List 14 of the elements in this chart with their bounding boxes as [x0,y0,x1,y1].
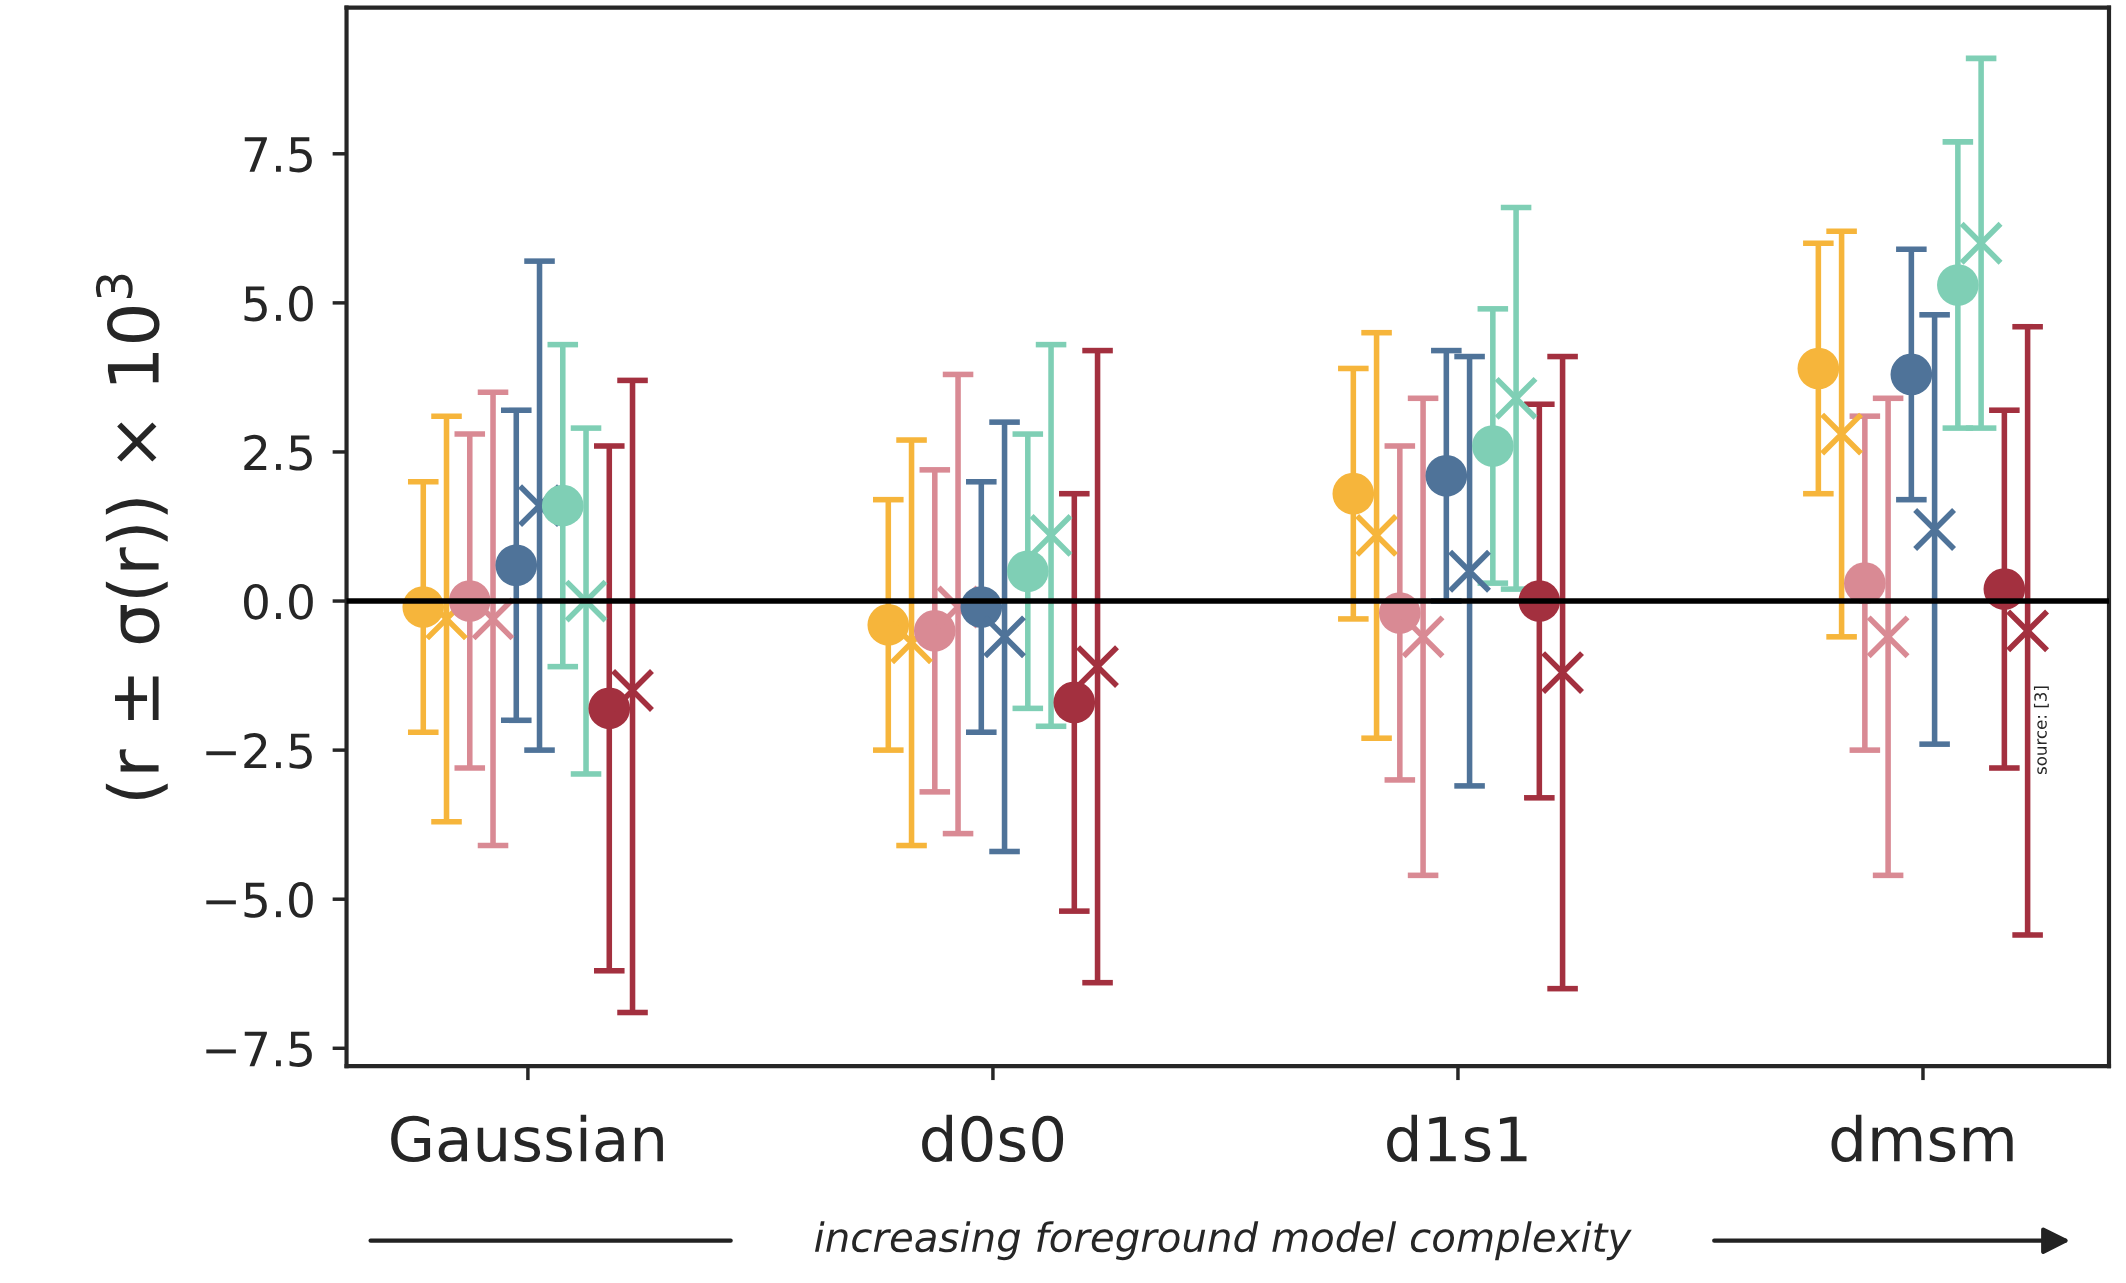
y-tick-label: −2.5 [206,733,312,769]
x-tick-label: d1s1 [1387,1114,1527,1163]
x-tick-label: d0s0 [922,1114,1064,1163]
x-tick-label: Gaussian [391,1114,663,1163]
x-axis-title: increasing foreground model complexity [814,1221,1632,1261]
y-tick-label: 7.5 [244,137,312,173]
y-tick-label: 5.0 [244,285,313,322]
y-tick-label: −5.0 [206,882,313,918]
annotation: source: [3] [2033,686,2049,775]
x-tick-label: dmsm [1831,1114,2013,1163]
y-tick-label: 2.5 [244,434,312,471]
y-axis-title: (r ± σ(r)) × 10$^{3}$ [95,274,168,800]
y-tick-label: 0.0 [244,583,313,620]
y-tick-label: −7.5 [206,1031,312,1067]
